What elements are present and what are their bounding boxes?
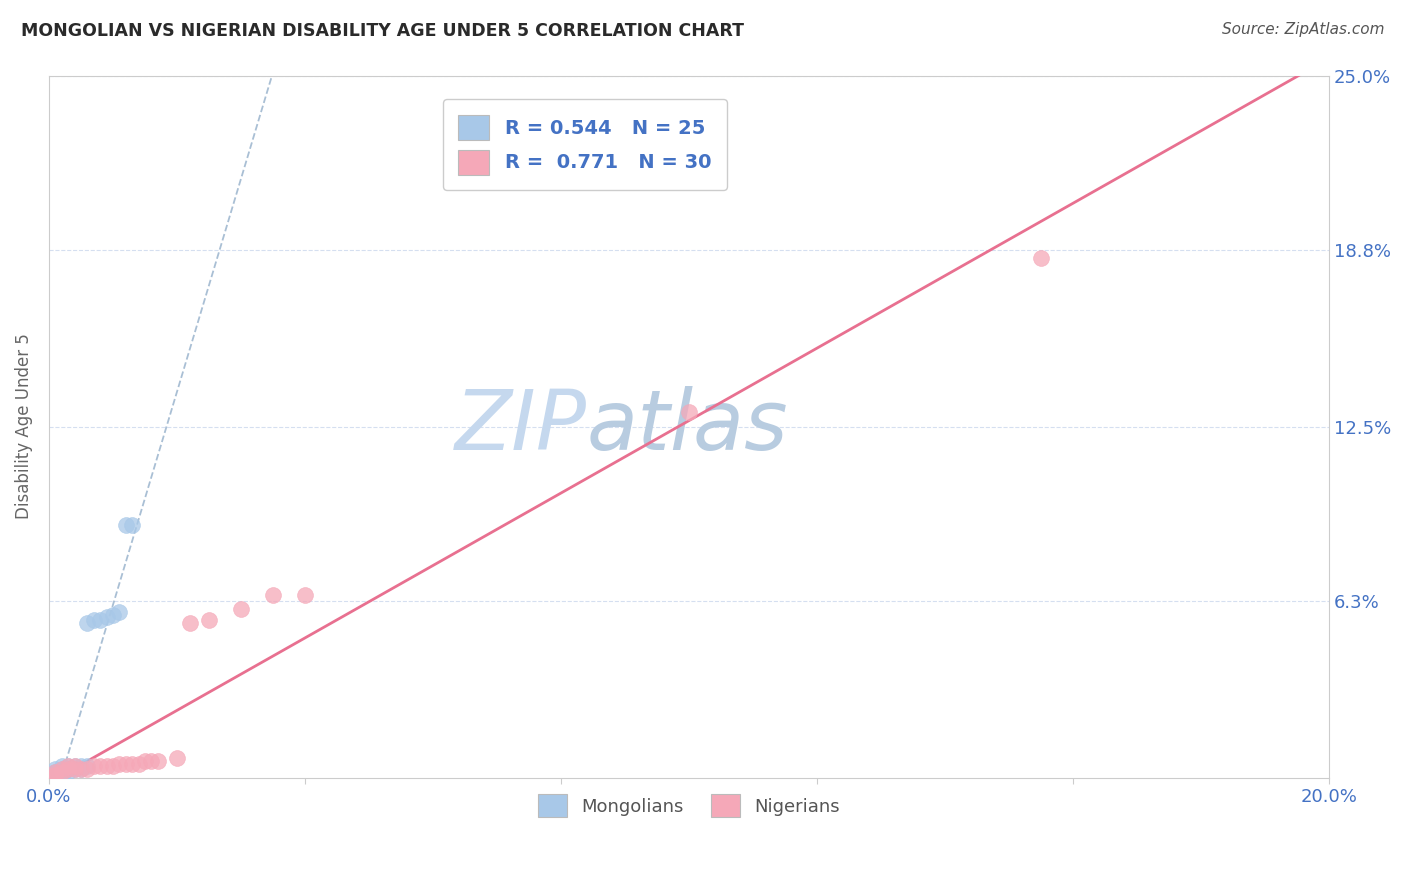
Point: [51, 764, 73, 779]
Y-axis label: Disability Age Under 5: Disability Age Under 5: [15, 334, 32, 519]
Point: [63, 759, 86, 773]
Point: [179, 616, 201, 631]
Text: Source: ZipAtlas.com: Source: ZipAtlas.com: [1222, 22, 1385, 37]
Point: [51, 764, 73, 779]
Point: [101, 759, 124, 773]
Point: [121, 517, 143, 532]
Point: [96, 610, 118, 624]
Point: [89, 613, 111, 627]
Text: MONGOLIAN VS NIGERIAN DISABILITY AGE UNDER 5 CORRELATION CHART: MONGOLIAN VS NIGERIAN DISABILITY AGE UND…: [21, 22, 744, 40]
Point: [76, 616, 98, 631]
Point: [70, 762, 93, 776]
Point: [262, 588, 284, 602]
Point: [44, 764, 66, 779]
Point: [70, 759, 93, 773]
Point: [229, 602, 252, 616]
Point: [51, 759, 73, 773]
Point: [146, 754, 169, 768]
Point: [89, 759, 111, 773]
Point: [114, 517, 136, 532]
Point: [56, 762, 79, 776]
Point: [128, 756, 150, 771]
Point: [51, 762, 73, 776]
Point: [114, 756, 136, 771]
Point: [63, 762, 86, 776]
Point: [1029, 251, 1052, 265]
Point: [83, 759, 105, 773]
Point: [83, 613, 105, 627]
Point: [56, 759, 79, 773]
Point: [44, 768, 66, 782]
Point: [108, 605, 131, 619]
Point: [56, 762, 79, 776]
Point: [56, 764, 79, 779]
Point: [56, 759, 79, 773]
Point: [678, 405, 700, 419]
Point: [51, 762, 73, 776]
Point: [44, 768, 66, 782]
Point: [76, 759, 98, 773]
Text: atlas: atlas: [586, 386, 789, 467]
Point: [44, 768, 66, 782]
Point: [44, 764, 66, 779]
Point: [166, 751, 188, 765]
Point: [101, 607, 124, 622]
Point: [141, 754, 163, 768]
Point: [51, 768, 73, 782]
Point: [121, 756, 143, 771]
Point: [63, 759, 86, 773]
Point: [63, 762, 86, 776]
Point: [96, 759, 118, 773]
Point: [198, 613, 221, 627]
Text: ZIP: ZIP: [454, 386, 586, 467]
Point: [70, 762, 93, 776]
Point: [108, 756, 131, 771]
Point: [44, 762, 66, 776]
Legend: Mongolians, Nigerians: Mongolians, Nigerians: [531, 787, 846, 825]
Point: [76, 762, 98, 776]
Point: [294, 588, 316, 602]
Point: [44, 768, 66, 782]
Point: [134, 754, 156, 768]
Point: [44, 764, 66, 779]
